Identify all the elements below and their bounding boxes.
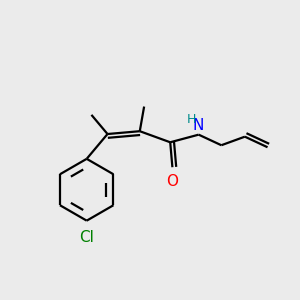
Text: Cl: Cl [79,230,94,245]
Text: N: N [193,118,204,133]
Text: H: H [187,113,196,126]
Text: O: O [167,174,178,189]
